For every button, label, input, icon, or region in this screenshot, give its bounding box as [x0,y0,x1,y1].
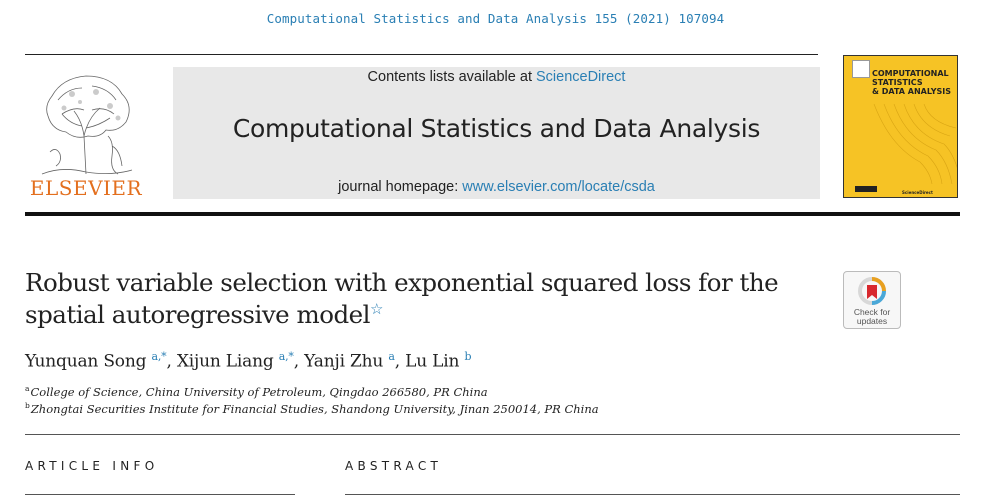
abstract-heading: ABSTRACT [345,459,443,473]
author-affil-mark[interactable]: a,* [278,350,294,363]
cover-title-line1: COMPUTATIONAL [872,69,949,78]
author-name[interactable]: Lu Lin [405,351,460,372]
journal-citation[interactable]: Computational Statistics and Data Analys… [266,11,725,26]
affiliation-a: aCollege of Science, China University of… [25,384,488,399]
cover-logo-icon [852,60,870,78]
check-for-updates-button[interactable]: Check for updates [843,271,901,329]
cover-title-line3: & DATA ANALYSIS [872,87,952,96]
author-affil-mark[interactable]: a [388,350,395,363]
section-divider [25,434,960,435]
cover-badge-icon [855,186,877,192]
author-list: Yunquan Song a,*, Xijun Liang a,*, Yanji… [25,350,472,372]
affiliation-b: bZhongtai Securities Institute for Finan… [25,401,599,416]
abstract-rule [345,494,960,495]
author-separator: , [394,351,406,372]
author-name[interactable]: Xijun Liang [176,351,274,372]
check-updates-line1: Check for [853,307,891,317]
contents-prefix: Contents lists available at [367,69,536,85]
header-thick-rule [25,212,960,216]
check-updates-label: Check for updates [844,308,900,326]
cover-artwork-icon [873,104,957,184]
journal-title: Computational Statistics and Data Analys… [232,114,761,143]
homepage-prefix: journal homepage: [338,179,463,195]
title-footnote-star[interactable]: ☆ [369,299,383,318]
homepage-line: journal homepage: www.elsevier.com/locat… [173,179,820,195]
contents-line: Contents lists available at ScienceDirec… [173,69,820,85]
publisher-wordmark: ELSEVIER [29,176,143,200]
affiliation-text: Zhongtai Securities Institute for Financ… [30,401,599,416]
article-info-heading: ARTICLE INFO [25,459,159,473]
check-updates-line2: updates [856,316,888,326]
journal-banner: Contents lists available at ScienceDirec… [173,67,820,199]
author-name[interactable]: Yunquan Song [25,351,147,372]
paper-title-text: Robust variable selection with exponenti… [25,268,779,329]
journal-homepage-link[interactable]: www.elsevier.com/locate/csda [462,179,655,195]
author-name[interactable]: Yanji Zhu [304,351,384,372]
sciencedirect-link[interactable]: ScienceDirect [536,69,626,85]
author-separator: , [166,351,177,372]
author-separator: , [293,351,305,372]
article-info-rule [25,494,295,495]
author-affil-mark[interactable]: a,* [151,350,167,363]
affiliation-mark: b [25,401,30,410]
author-affil-mark[interactable]: b [464,350,472,363]
cover-footer: ScienceDirect [902,190,933,195]
affiliation-mark: a [25,384,30,393]
cover-title-line2: STATISTICS [872,78,923,87]
check-updates-icon [858,277,886,305]
affiliation-text: College of Science, China University of … [30,384,488,399]
paper-title: Robust variable selection with exponenti… [25,267,835,331]
tree-logo-icon [41,75,133,175]
journal-cover[interactable]: COMPUTATIONAL STATISTICS & DATA ANALYSIS… [843,55,958,198]
header-rule [25,54,818,55]
publisher-logo[interactable] [22,66,150,202]
cover-title: COMPUTATIONAL STATISTICS & DATA ANALYSIS [872,69,956,96]
